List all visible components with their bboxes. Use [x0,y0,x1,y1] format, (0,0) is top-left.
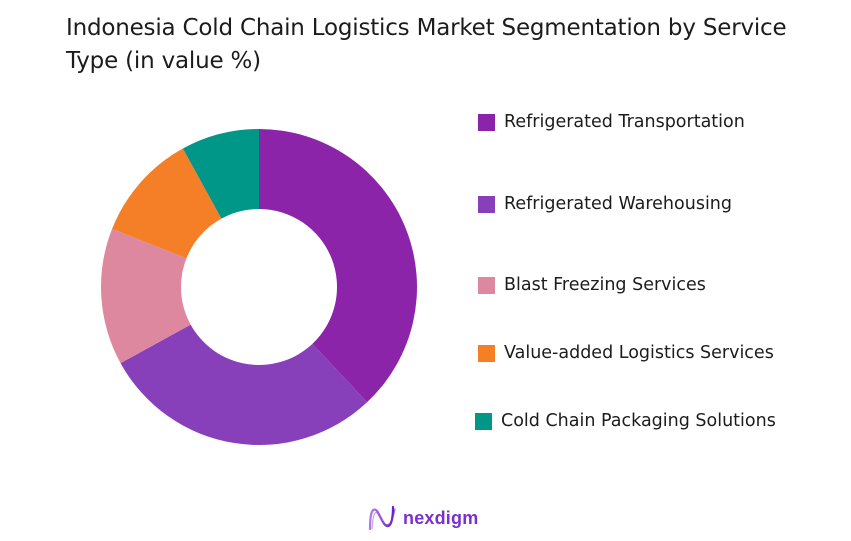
legend-label: Refrigerated Warehousing [504,194,733,214]
legend-label: Refrigerated Transportation [504,112,745,132]
legend-label: Blast Freezing Services [504,275,706,295]
nexdigm-logo: nexdigm [367,505,478,531]
legend-item-refrigerated-warehousing: Refrigerated Warehousing [478,194,732,214]
legend-swatch [475,412,492,430]
donut-slice-blast-freezing-services [101,228,191,364]
legend-item-cold-chain-packaging-solutions: Cold Chain Packaging Solutions [475,411,776,431]
logo-text: nexdigm [403,507,479,528]
legend-swatch [478,195,495,213]
legend-swatch [478,113,495,131]
legend-item-value-added-logistics-services: Value-added Logistics Services [478,343,774,363]
donut-slice-refrigerated-transportation [259,129,417,403]
legend-label: Value-added Logistics Services [504,343,774,363]
legend-item-blast-freezing-services: Blast Freezing Services [478,275,706,295]
donut-slice-refrigerated-warehousing [120,324,368,445]
legend-label: Cold Chain Packaging Solutions [501,411,776,431]
donut-slice-value-added-logistics-services [112,148,222,259]
legend-swatch [478,276,495,294]
nexdigm-wave-icon [368,505,396,531]
legend-swatch [478,344,495,362]
legend-item-refrigerated-transportation: Refrigerated Transportation [478,112,745,132]
donut-slice-cold-chain-packaging-solutions [182,129,259,219]
chart-title: Indonesia Cold Chain Logistics Market Se… [66,15,787,74]
